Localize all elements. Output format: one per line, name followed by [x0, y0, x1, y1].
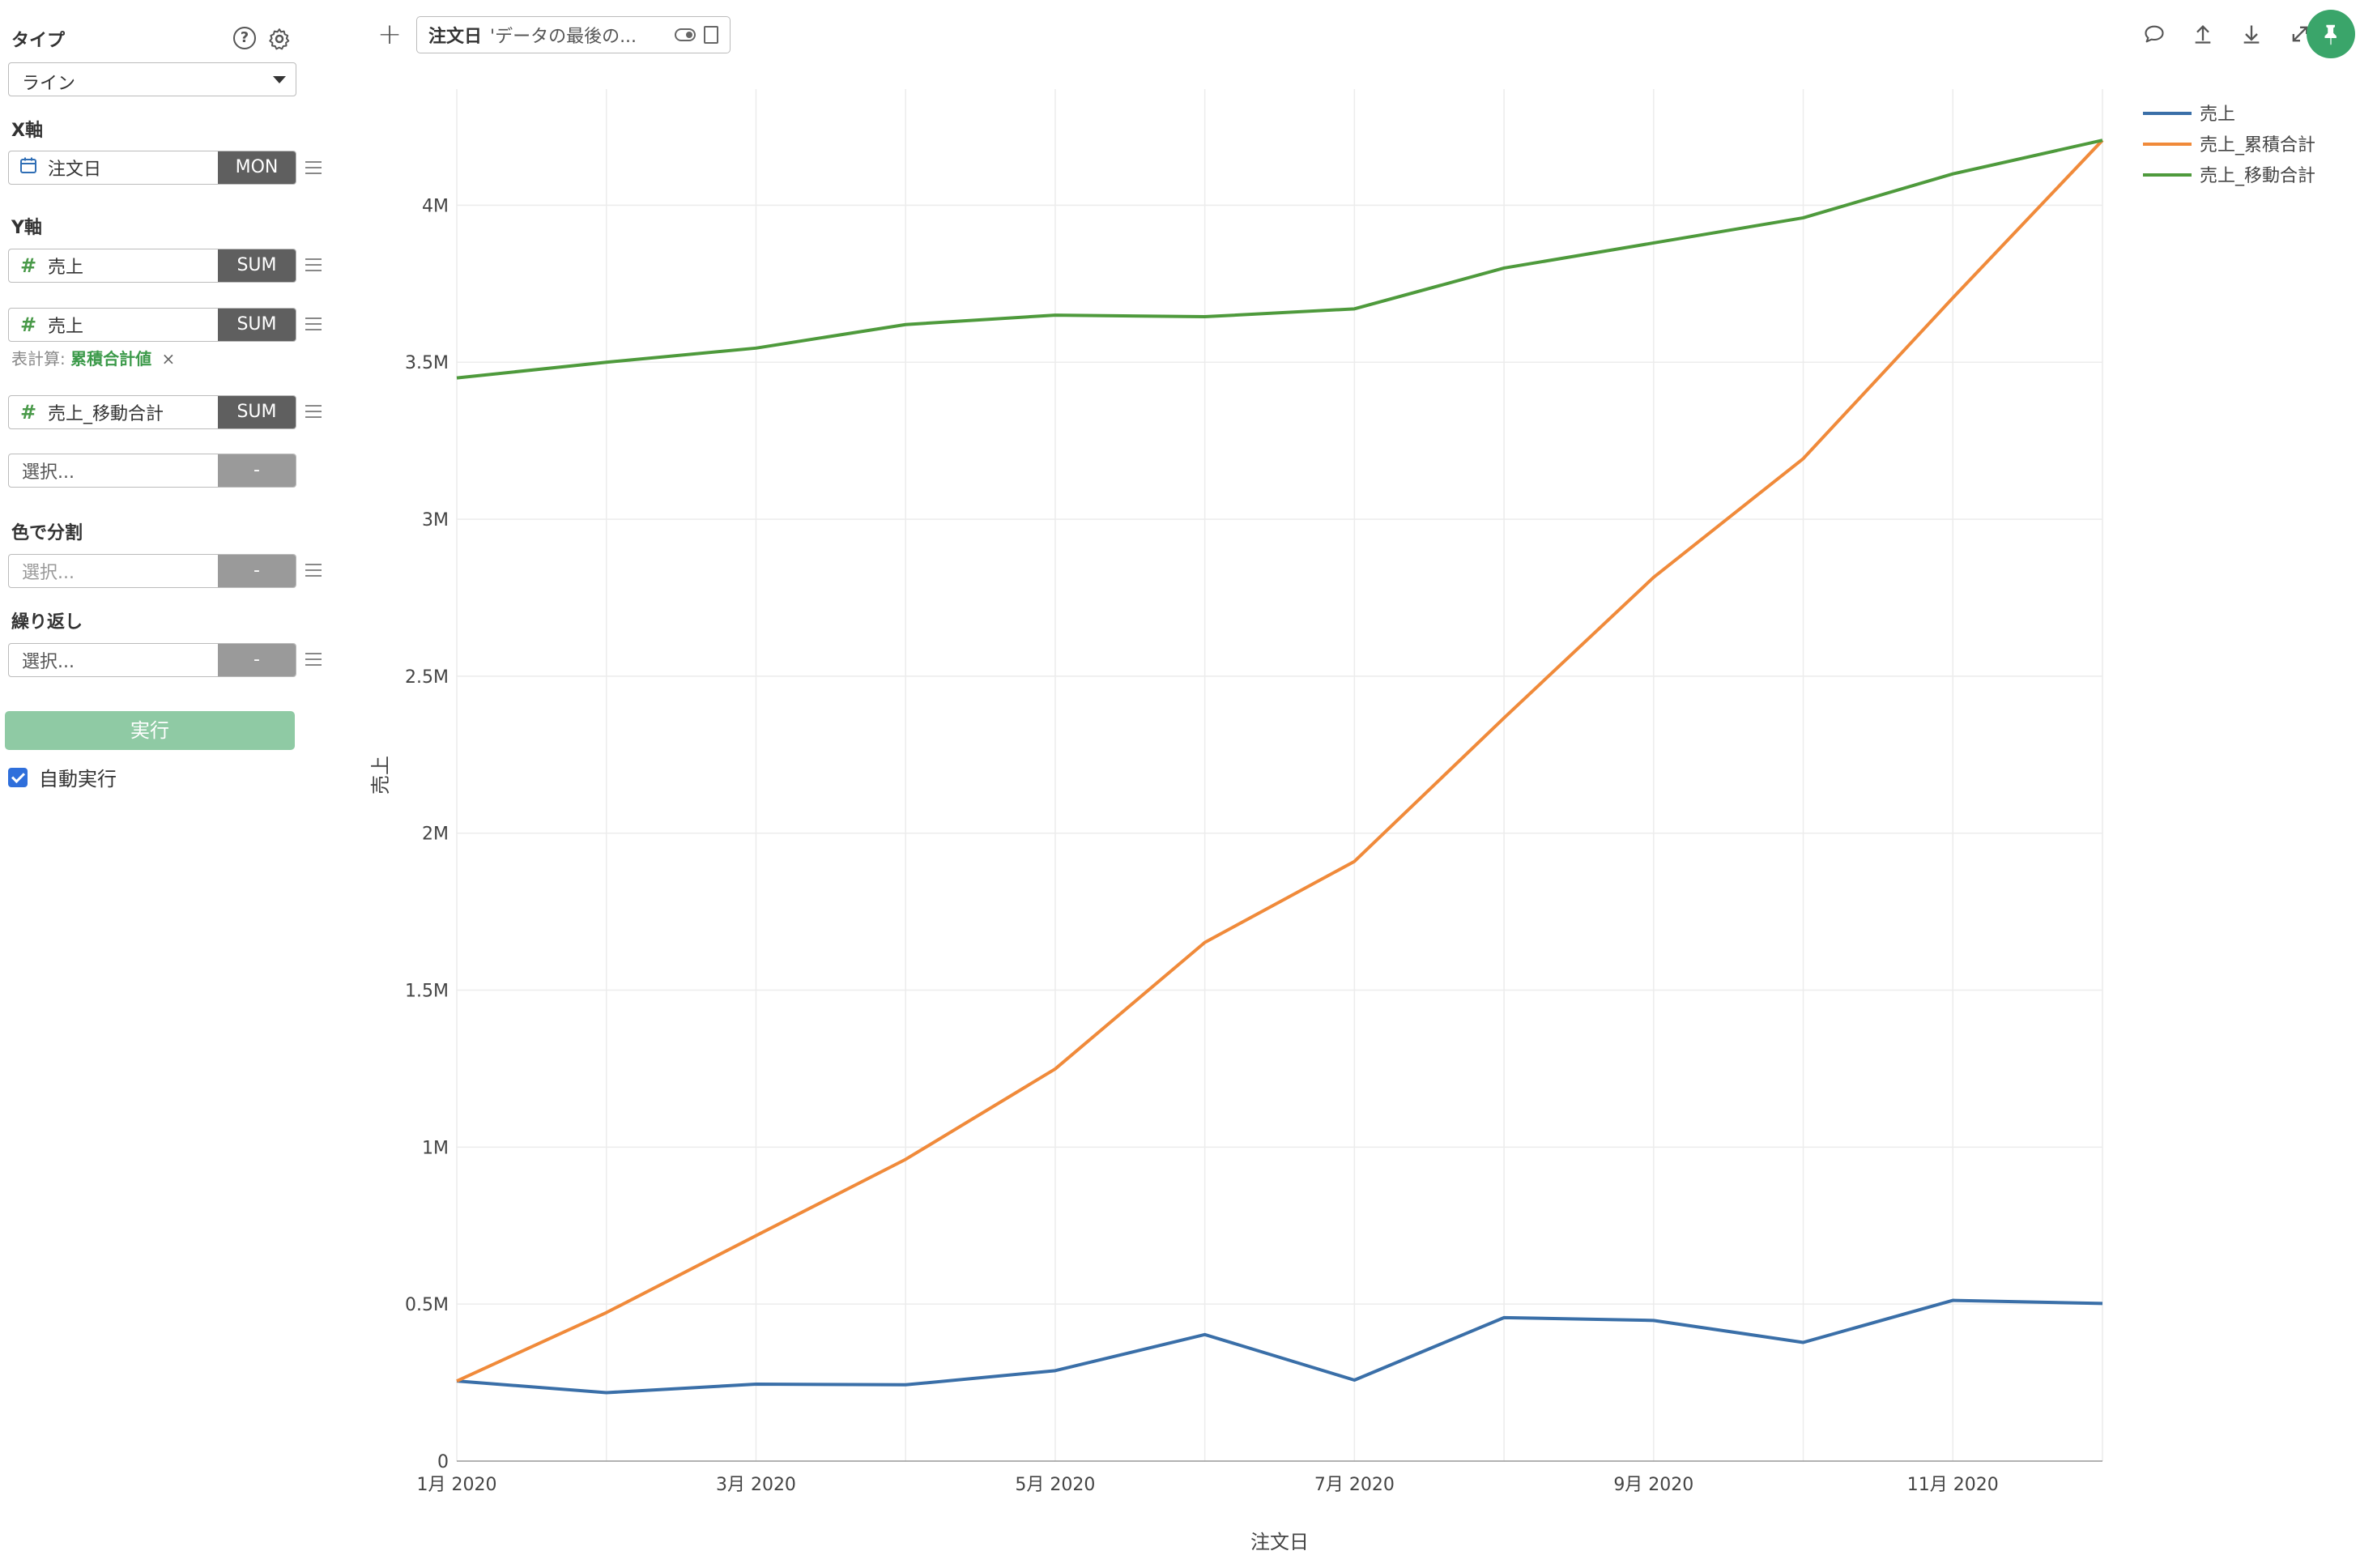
- trash-icon[interactable]: [704, 26, 718, 44]
- chart-toolbar: [2141, 18, 2313, 50]
- legend-label: 売上: [2200, 104, 2235, 125]
- repeat-label: 繰り返し: [11, 612, 83, 633]
- repeat-agg[interactable]: -: [218, 644, 296, 676]
- y-field-name: 売上_移動合計: [48, 404, 164, 424]
- x-axis-field[interactable]: 注文日 MON: [8, 151, 296, 185]
- y-field-agg[interactable]: SUM: [218, 309, 296, 341]
- y-field-name: 売上: [48, 258, 84, 278]
- filter-chip[interactable]: 注文日 'データの最後の...: [416, 16, 731, 53]
- y-tick-label: 0: [437, 1452, 449, 1472]
- drag-handle-icon[interactable]: [305, 405, 322, 418]
- gear-icon[interactable]: [267, 27, 292, 51]
- table-calc-info: 表計算: 累積合計値 ×: [11, 346, 175, 369]
- drag-handle-icon[interactable]: [305, 317, 322, 330]
- repeat-placeholder: 選択...: [22, 652, 75, 672]
- y-tick-label: 2.5M: [405, 667, 449, 688]
- x-tick-label: 1月 2020: [417, 1475, 497, 1495]
- number-hash-icon: #: [19, 401, 37, 424]
- run-button[interactable]: 実行: [5, 711, 295, 750]
- x-axis-title: 注文日: [1250, 1531, 1309, 1553]
- auto-run-checkbox[interactable]: [8, 767, 28, 787]
- drag-handle-icon[interactable]: [305, 653, 322, 666]
- series-line-2: [456, 138, 2104, 1383]
- y-tick-label: 1M: [422, 1138, 449, 1158]
- download-icon[interactable]: [2239, 18, 2264, 50]
- x-field-name: 注文日: [48, 160, 102, 180]
- table-calc-value[interactable]: 累積合計値: [70, 349, 152, 369]
- line-chart: 0 0.5M 1M 1.5M 2M 2.5M 3M 3.5M 4M 1月 2020 3月 2020 5…: [356, 73, 2349, 1563]
- drag-handle-icon[interactable]: [305, 161, 322, 174]
- color-split-placeholder: 選択...: [22, 563, 75, 583]
- type-label: タイプ: [11, 31, 66, 51]
- series-line-3: [456, 138, 2103, 380]
- drag-handle-icon[interactable]: [305, 258, 322, 271]
- x-tick-label: 9月 2020: [1613, 1475, 1693, 1495]
- y-axis-field-1[interactable]: # 売上 SUM: [8, 249, 296, 283]
- x-axis-label: X軸: [11, 121, 43, 141]
- y-add-placeholder: 選択...: [22, 462, 75, 483]
- calendar-icon: [9, 156, 48, 180]
- table-calc-label: 表計算:: [11, 349, 66, 369]
- y-add-agg[interactable]: -: [218, 454, 296, 487]
- y-tick-label: 1.5M: [405, 982, 449, 1002]
- toggle-icon[interactable]: [675, 28, 696, 41]
- number-hash-icon: #: [19, 313, 37, 336]
- y-tick-label: 3.5M: [405, 353, 449, 373]
- x-tick-label: 11月 2020: [1907, 1475, 1999, 1495]
- y-axis-title: 売上: [369, 756, 392, 795]
- auto-run-label: 自動実行: [39, 768, 117, 790]
- y-axis-field-3[interactable]: # 売上_移動合計 SUM: [8, 395, 296, 429]
- x-tick-label: 3月 2020: [716, 1475, 796, 1495]
- type-tools: ?: [233, 27, 292, 51]
- drag-handle-icon[interactable]: [305, 564, 322, 577]
- comment-icon[interactable]: [2141, 18, 2167, 50]
- color-split-label: 色で分割: [11, 523, 83, 543]
- y-tick-label: 0.5M: [405, 1295, 449, 1315]
- x-tick-label: 5月 2020: [1015, 1475, 1095, 1495]
- x-field-agg[interactable]: MON: [218, 151, 296, 184]
- chevron-down-icon: [273, 76, 286, 83]
- auto-run-option[interactable]: 自動実行: [8, 763, 117, 791]
- color-split-field[interactable]: 選択... -: [8, 554, 296, 588]
- chart-svg: 0 0.5M 1M 1.5M 2M 2.5M 3M 3.5M 4M 1月 2020 3月 2020 5…: [369, 89, 2315, 1553]
- color-split-agg[interactable]: -: [218, 555, 296, 587]
- y-tick-label: 2M: [422, 824, 449, 845]
- legend-label: 売上_移動合計: [2200, 166, 2315, 186]
- upload-icon[interactable]: [2190, 18, 2216, 50]
- repeat-field[interactable]: 選択... -: [8, 643, 296, 677]
- filter-description: 'データの最後の...: [490, 27, 637, 47]
- x-tick-label: 7月 2020: [1314, 1475, 1395, 1495]
- y-tick-label: 3M: [422, 510, 449, 530]
- chart-type-select[interactable]: ライン: [8, 62, 296, 96]
- y-tick-label: 4M: [422, 196, 449, 216]
- filter-name: 注文日: [428, 27, 483, 47]
- y-axis-label: Y軸: [11, 218, 42, 238]
- y-field-agg[interactable]: SUM: [218, 396, 296, 428]
- y-field-agg[interactable]: SUM: [218, 249, 296, 282]
- pin-button[interactable]: [2307, 10, 2355, 58]
- y-field-name: 売上: [48, 317, 84, 337]
- y-axis-field-2[interactable]: # 売上 SUM: [8, 308, 296, 342]
- table-calc-remove-icon[interactable]: ×: [161, 349, 176, 369]
- chart-type-value: ライン: [22, 74, 76, 94]
- number-hash-icon: #: [19, 254, 37, 277]
- help-circle-icon[interactable]: ?: [233, 27, 256, 49]
- y-axis-add-field[interactable]: 選択... -: [8, 454, 296, 488]
- sidebar: タイプ ? ライン X軸 注文日 MON Y軸 # 売上 SUM # 売上 SU…: [0, 0, 332, 1568]
- pin-icon: [2324, 24, 2337, 45]
- series-line-1: [456, 1298, 2103, 1395]
- add-filter-button[interactable]: +: [377, 18, 403, 51]
- legend-label: 売上_累積合計: [2200, 135, 2315, 156]
